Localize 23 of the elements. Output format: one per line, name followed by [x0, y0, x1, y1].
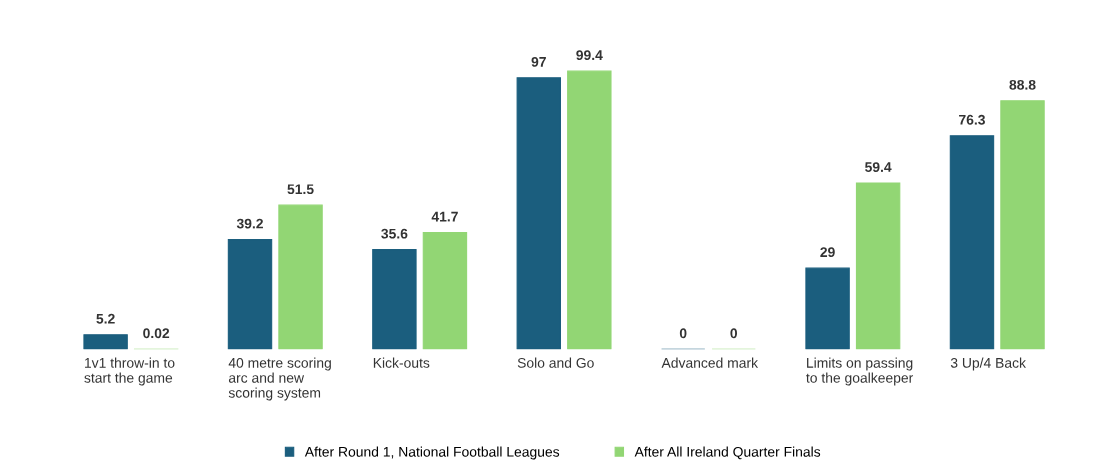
x-tick-label: Limits on passing to the goalkeeper	[806, 357, 914, 386]
data-label: 35.6	[381, 228, 408, 239]
x-tick-label: Solo and Go	[517, 357, 594, 368]
legend-label: After All Ireland Quarter Finals	[634, 446, 821, 460]
data-label: 5.2	[96, 313, 115, 324]
data-label: 0	[730, 328, 738, 339]
x-tick-label: 1v1 throw-in to start the game	[84, 357, 175, 386]
data-label: 99.4	[576, 50, 603, 61]
data-label: 97	[531, 56, 546, 67]
data-label: 88.8	[1009, 79, 1036, 90]
data-label: 29	[820, 247, 835, 258]
x-tick-label: Advanced mark	[661, 357, 759, 368]
x-tick-label: 40 metre scoring arc and new scoring system	[228, 357, 331, 401]
legend-label: After Round 1, National Football Leagues	[304, 446, 560, 460]
data-label: 51.5	[287, 184, 314, 195]
data-label: 0	[679, 328, 687, 339]
data-label: 39.2	[236, 218, 263, 229]
data-label: 59.4	[865, 162, 892, 172]
data-label: 41.7	[431, 211, 458, 222]
x-tick-label: Kick-outs	[373, 357, 430, 368]
x-tick-label: 3 Up/4 Back	[950, 357, 1026, 371]
data-label: 76.3	[959, 114, 985, 125]
data-label: 0.02	[143, 328, 170, 339]
